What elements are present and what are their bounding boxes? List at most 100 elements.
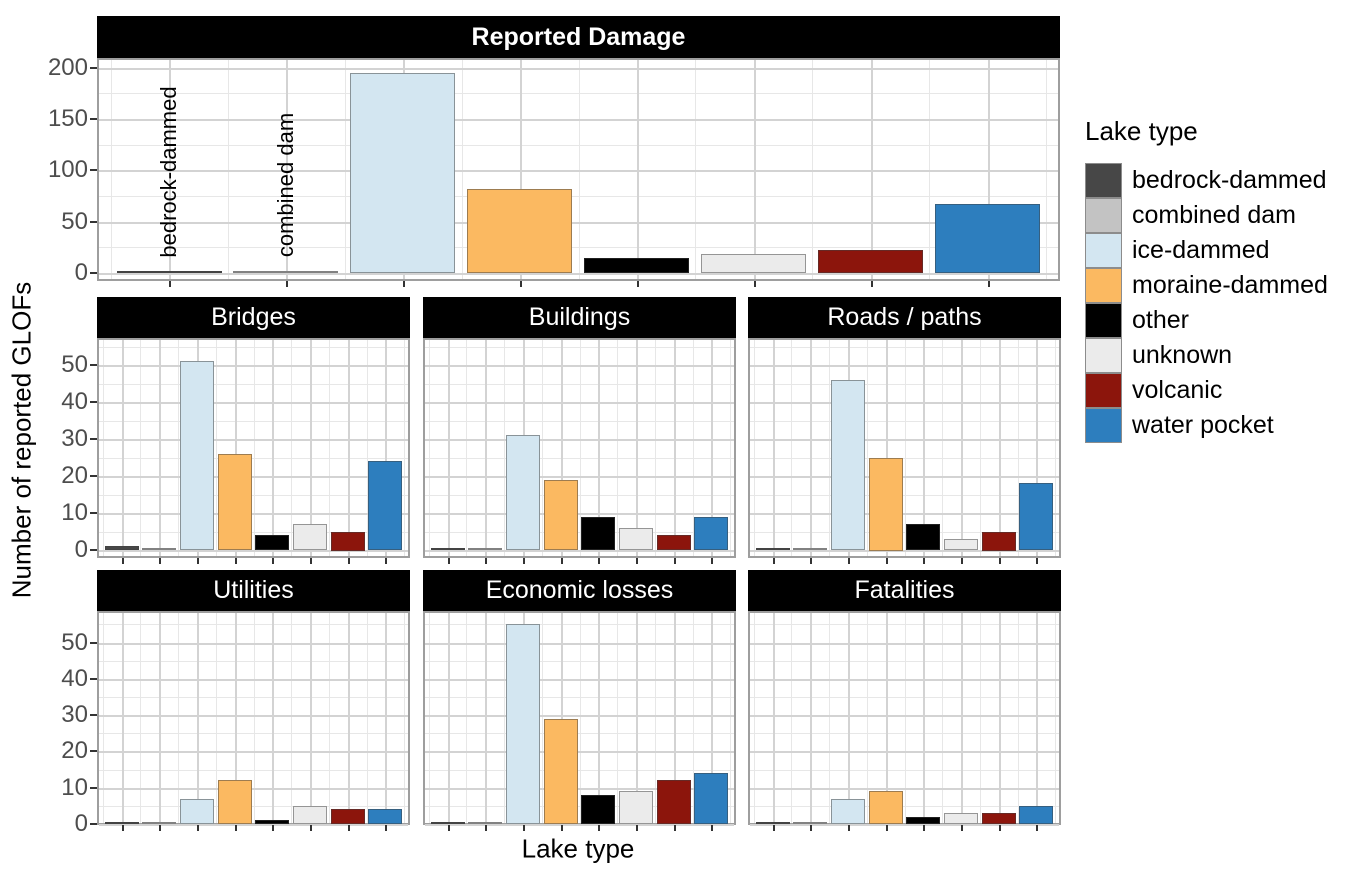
gridline-vertical-major [122, 340, 124, 556]
gridline-vertical-minor [1046, 60, 1047, 279]
gridline-vertical-major [999, 613, 1001, 823]
bar-bridges-moraine-dammed [218, 454, 252, 550]
legend-entry-ice-dammed: ice-dammed [1085, 232, 1345, 268]
x-tick-economic-losses-bedrock-dammed [448, 825, 450, 831]
x-tick-economic-losses-other [598, 825, 600, 831]
x-tick-buildings-other [598, 558, 600, 564]
gridline-vertical-minor [504, 340, 505, 556]
x-tick-reported-damage-unknown [754, 281, 756, 287]
gridline-vertical-minor [730, 613, 731, 823]
legend-label-ice-dammed: ice-dammed [1132, 236, 1270, 264]
bar-reported-damage-combined-dam [233, 271, 338, 273]
gridline-horizontal-major [425, 751, 734, 753]
bar-fatalities-other [906, 817, 940, 824]
gridline-vertical-minor [1055, 340, 1056, 556]
gridline-vertical-major [773, 613, 775, 823]
y-tick-reported-damage-0 [90, 272, 97, 274]
bar-fatalities-combined-dam [793, 822, 827, 824]
x-tick-economic-losses-combined-dam [485, 825, 487, 831]
facet-title-fatalities: Fatalities [854, 576, 955, 604]
gridline-horizontal-major [99, 643, 408, 645]
x-tick-economic-losses-ice-dammed [523, 825, 525, 831]
gridline-horizontal-minor [99, 624, 408, 625]
y-tick-label-reported-damage-150: 150 [47, 105, 88, 132]
gridline-vertical-major [348, 613, 350, 823]
y-tick-reported-damage-200 [90, 67, 97, 69]
gridline-horizontal-major [99, 402, 408, 404]
y-tick-utilities-0 [90, 823, 97, 825]
bar-roads-paths-ice-dammed [831, 380, 865, 550]
bar-bridges-bedrock-dammed [105, 546, 139, 550]
gridline-vertical-minor [617, 613, 618, 823]
x-tick-roads-paths-water-pocket [1036, 558, 1038, 564]
legend-swatch-ice-dammed [1085, 232, 1122, 268]
gridline-horizontal-major [425, 679, 734, 681]
bar-economic-losses-bedrock-dammed [431, 822, 465, 824]
gridline-vertical-major [310, 613, 312, 823]
y-tick-utilities-50 [90, 642, 97, 644]
gridline-horizontal-minor [425, 421, 734, 422]
facet-title-buildings: Buildings [528, 303, 631, 331]
gridline-horizontal-minor [99, 661, 408, 662]
gridline-vertical-major [272, 613, 274, 823]
y-tick-label-reported-damage-50: 50 [61, 208, 88, 235]
x-tick-roads-paths-combined-dam [810, 558, 812, 564]
gridline-vertical-minor [216, 613, 217, 823]
gridline-vertical-minor [140, 613, 141, 823]
gridline-horizontal-major [425, 513, 734, 515]
bar-reported-damage-water-pocket [935, 204, 1040, 273]
gridline-horizontal-major [750, 643, 1059, 645]
gridline-vertical-minor [542, 340, 543, 556]
bar-roads-paths-volcanic [982, 532, 1016, 551]
x-tick-buildings-bedrock-dammed [448, 558, 450, 564]
gridline-vertical-minor [329, 613, 330, 823]
x-tick-utilities-unknown [310, 825, 312, 831]
bar-buildings-volcanic [657, 535, 691, 550]
bar-fatalities-ice-dammed [831, 799, 865, 824]
gridline-vertical-minor [367, 613, 368, 823]
plot-area-buildings [423, 338, 736, 558]
legend-label-unknown: unknown [1132, 341, 1233, 369]
gridline-horizontal-minor [425, 733, 734, 734]
gridline-horizontal-major [425, 439, 734, 441]
gridline-horizontal-minor [750, 384, 1059, 385]
gridline-vertical-minor [254, 340, 255, 556]
bar-bridges-unknown [293, 524, 327, 550]
gridline-horizontal-minor [750, 806, 1059, 807]
gridline-horizontal-minor [425, 624, 734, 625]
gridline-horizontal-minor [425, 661, 734, 662]
legend-label-other: other [1132, 306, 1189, 334]
bar-economic-losses-ice-dammed [506, 624, 540, 824]
gridline-horizontal-major [750, 439, 1059, 441]
bar-roads-paths-bedrock-dammed [756, 548, 790, 550]
gridline-vertical-minor [228, 60, 229, 279]
gridline-horizontal-minor [425, 384, 734, 385]
gridline-vertical-major [159, 340, 161, 556]
gridline-horizontal-minor [750, 733, 1059, 734]
gridline-vertical-minor [905, 613, 906, 823]
gridline-vertical-minor [404, 340, 405, 556]
legend-entry-bedrock-dammed: bedrock-dammed [1085, 162, 1345, 198]
gridline-horizontal-major [99, 273, 1058, 275]
gridline-vertical-minor [404, 613, 405, 823]
x-tick-bridges-ice-dammed [197, 558, 199, 564]
x-tick-fatalities-combined-dam [810, 825, 812, 831]
facet-title-economic-losses: Economic losses [485, 576, 674, 604]
bar-economic-losses-water-pocket [694, 773, 728, 824]
bar-utilities-bedrock-dammed [105, 822, 139, 824]
gridline-vertical-major [923, 613, 925, 823]
x-tick-utilities-other [272, 825, 274, 831]
gridline-vertical-minor [291, 613, 292, 823]
gridline-vertical-minor [178, 340, 179, 556]
gridline-horizontal-major [750, 402, 1059, 404]
y-tick-label-bridges-40: 40 [61, 388, 88, 415]
legend-swatch-unknown [1085, 337, 1122, 373]
gridline-horizontal-major [99, 119, 1058, 121]
gridline-vertical-minor [867, 613, 868, 823]
x-tick-reported-damage-water-pocket [988, 281, 990, 287]
gridline-vertical-minor [462, 60, 463, 279]
x-tick-buildings-combined-dam [485, 558, 487, 564]
x-tick-bridges-unknown [310, 558, 312, 564]
y-tick-reported-damage-100 [90, 169, 97, 171]
gridline-horizontal-minor [99, 384, 408, 385]
